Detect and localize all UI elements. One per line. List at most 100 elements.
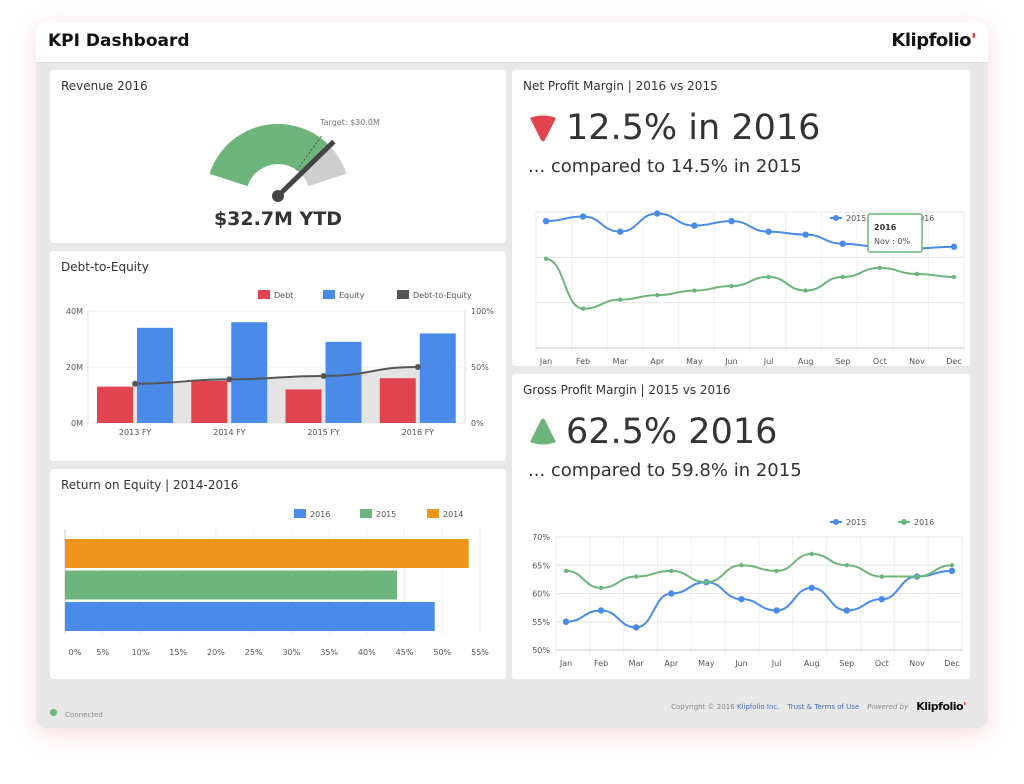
gauge-needle [276,139,336,198]
legend-marker [833,215,839,221]
legend-swatch [397,290,409,299]
connection-status: Connected [50,702,103,721]
header: KPI Dashboard Klipfolio' [36,22,988,63]
y-tick: 50% [532,646,550,655]
debt-chart: 0M 0% 20M 50% 40M 100% 2013 FY 2014 FY 2015 FY 20… [66,290,494,437]
data-point [808,584,815,592]
needle-hub [272,190,284,202]
x-tick: Jun [724,357,738,366]
data-point [728,217,735,225]
x-tick: 2014 FY [213,428,246,437]
roe-bar-2014 [65,539,469,568]
data-point [878,595,886,603]
data-point [739,563,744,568]
x-tick: Mar [629,659,645,668]
tooltip-title: 2016 [874,223,897,232]
y2-tick: 50% [471,363,489,372]
x-tick: 35% [320,648,338,657]
revenue-value: $32.7M YTD [214,208,342,230]
data-point [668,590,675,597]
y-tick: 55% [532,618,550,627]
gross-profit-sub: ... compared to 59.8% in 2015 [528,460,802,481]
x-tick: Dec [946,357,961,366]
data-point [655,292,660,298]
y2-tick: 0% [471,419,484,428]
ratio-line [135,366,418,385]
data-point [802,231,809,238]
legend-swatch [427,509,439,518]
legend-swatch [323,290,335,299]
data-point [949,563,955,568]
x-tick: Apr [650,357,665,366]
x-tick: Aug [798,357,814,366]
x-tick: 10% [132,648,150,657]
data-point [951,274,957,280]
x-tick: Jan [559,659,572,668]
x-tick: Aug [804,659,820,668]
x-tick: Jul [771,659,782,668]
y-tick: 20M [66,363,83,372]
series-line-2016 [565,552,953,589]
panel-title: Debt-to-Equity [61,260,149,274]
powered-by-text: Powered by [867,702,909,711]
footer-logo[interactable]: Klipfolio' [916,700,966,713]
x-tick: Oct [875,659,889,668]
tooltip-text: Nov : 0% [874,237,910,246]
gross-profit-headline: 62.5% 2016 [566,412,778,452]
legend-label: Debt [274,291,293,300]
x-tick: Nov [909,357,925,366]
x-tick: Sep [839,659,854,668]
revenue-gauge: Target: $30.0M $32.7M YTD [209,118,380,230]
debt-bar [191,381,228,423]
x-tick: Oct [873,357,887,366]
legend-label: Debt-to-Equity [413,291,472,300]
x-tick: 5% [96,648,109,657]
data-point [879,574,885,579]
x-tick: May [686,357,703,366]
gross-profit-chart: 50% 55% 60% 65% 70% Jan Feb Mar Apr May Jun Jul Aug S… [532,518,963,668]
debt-panel: Debt-to-Equity 0M 0% 20M 50% 40M 100% 2013 FY 2… [50,251,506,461]
up-triangle-icon [530,418,556,445]
y2-tick: 100% [471,307,494,316]
y-tick: 0M [71,419,83,428]
legend-label: 2016 [914,518,934,527]
legend-label: 2014 [443,510,463,519]
footer-links: Copyright © 2016 Klipfolio Inc. Trust & … [671,700,966,713]
legend-swatch [258,290,270,299]
dashboard-frame: KPI Dashboard Klipfolio' Revenue 2016 Ta… [36,22,988,728]
roe-bar-2015 [65,570,397,600]
data-point [914,271,920,277]
equity-bar [325,341,362,423]
data-point [729,283,734,289]
status-text: Connected [65,711,103,719]
x-tick: Jan [539,357,552,366]
net-profit-panel: Net Profit Margin | 2016 vs 2015 12.5% i… [512,70,970,366]
data-point [766,274,771,280]
company-link[interactable]: Klipfolio Inc. [736,702,780,711]
klipfolio-logo[interactable]: Klipfolio' [891,30,976,51]
net-profit-sub: ... compared to 14.5% in 2015 [528,156,802,177]
tooltip [867,213,923,253]
target-label: Target: $30.0M [319,118,380,127]
status-dot-icon [50,709,57,716]
equity-bar [231,322,268,423]
data-point [633,574,639,579]
y-tick: 70% [532,533,550,542]
terms-link[interactable]: Trust & Terms of Use [787,702,860,711]
x-tick: 40% [358,648,376,657]
legend-label: 2016 [914,214,934,223]
data-point [692,288,697,293]
net-profit-headline: 12.5% in 2016 [566,108,821,148]
data-point [809,551,814,557]
legend-label: 2015 [846,214,866,223]
data-point [669,568,674,574]
equity-bar [137,327,173,423]
data-point [632,624,640,631]
legend-label: 2016 [310,510,330,519]
x-tick: Apr [664,659,679,668]
roe-panel: Return on Equity | 2014-2016 0% 5% 10% 15% 2… [50,469,506,679]
x-tick: 2016 FY [402,428,435,437]
panel-title: Return on Equity | 2014-2016 [61,478,239,492]
debt-bar [97,386,133,423]
x-tick: 45% [396,648,414,657]
